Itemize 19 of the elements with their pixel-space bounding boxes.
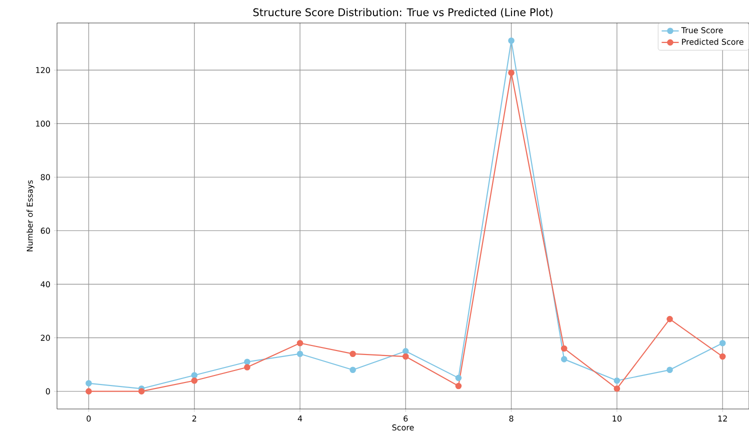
- x-tick-label: 8: [509, 416, 514, 422]
- x-tick-label: 6: [404, 416, 408, 422]
- x-tick-label: 2: [192, 416, 196, 422]
- x-tick-label: 12: [718, 416, 727, 422]
- x-tick-label: 4: [298, 416, 302, 422]
- y-tick-label: 80: [40, 174, 50, 180]
- y-axis-title: Number of Essays: [26, 180, 34, 252]
- y-tick-label: 0: [46, 388, 50, 394]
- y-tick-label: 20: [40, 334, 50, 341]
- y-tick-label: 60: [40, 228, 50, 234]
- x-tick-label: 10: [612, 416, 622, 422]
- legend-label: Predicted Score: [682, 38, 744, 45]
- legend-label: True Score: [681, 27, 723, 34]
- x-axis-title: Score: [392, 424, 414, 430]
- y-tick-label: 100: [36, 120, 50, 127]
- y-tick-label: 40: [40, 281, 50, 288]
- x-tick-label: 0: [86, 416, 91, 422]
- y-tick-label: 120: [36, 67, 50, 74]
- chart-title: Structure Score Distribution: True vs Predicted (Line Plot): [253, 8, 552, 18]
